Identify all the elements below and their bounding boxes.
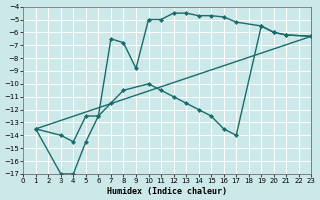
X-axis label: Humidex (Indice chaleur): Humidex (Indice chaleur) — [107, 187, 227, 196]
